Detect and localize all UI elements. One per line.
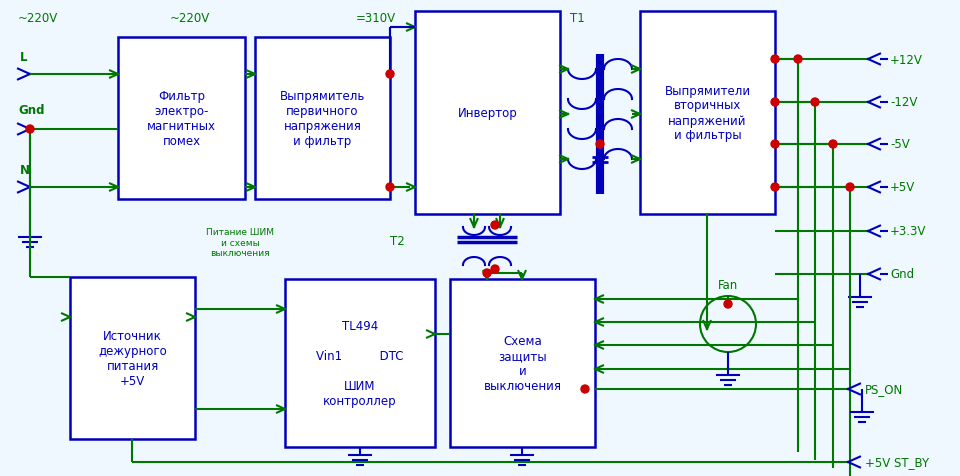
Text: +5V: +5V — [890, 181, 915, 194]
Circle shape — [581, 385, 589, 393]
Circle shape — [771, 141, 779, 149]
Text: N: N — [20, 164, 30, 177]
Circle shape — [811, 99, 819, 107]
Bar — [450, 279, 595, 447]
Text: -12V: -12V — [890, 96, 918, 109]
Text: T2: T2 — [390, 235, 405, 248]
Text: Питание ШИМ
и схемы
выключения: Питание ШИМ и схемы выключения — [206, 228, 274, 258]
Text: ~220V: ~220V — [170, 12, 210, 25]
Text: +12V: +12V — [890, 53, 923, 66]
Circle shape — [386, 184, 394, 192]
Text: T1: T1 — [570, 12, 585, 25]
Text: Выпрямитель
первичного
напряжения
и фильтр: Выпрямитель первичного напряжения и филь… — [279, 90, 365, 148]
Text: Gnd: Gnd — [18, 104, 44, 117]
Text: PS_ON: PS_ON — [865, 383, 903, 396]
Text: Источник
дежурного
питания
+5V: Источник дежурного питания +5V — [98, 329, 167, 387]
Circle shape — [491, 221, 499, 229]
Text: Gnd: Gnd — [890, 268, 914, 281]
Circle shape — [483, 269, 491, 278]
Text: =310V: =310V — [356, 12, 396, 25]
Text: L: L — [20, 51, 28, 64]
Circle shape — [794, 56, 802, 64]
Circle shape — [596, 141, 604, 149]
Bar — [285, 279, 435, 447]
Text: +5V ST_BY: +5V ST_BY — [865, 456, 929, 468]
Circle shape — [491, 266, 499, 273]
Text: +3.3V: +3.3V — [890, 225, 926, 238]
Bar — [640, 12, 775, 215]
Circle shape — [829, 141, 837, 149]
Text: Схема
защиты
и
выключения: Схема защиты и выключения — [484, 334, 562, 392]
Circle shape — [771, 184, 779, 192]
Text: Fan: Fan — [718, 278, 738, 291]
Bar — [70, 278, 195, 439]
Circle shape — [771, 56, 779, 64]
Text: Выпрямители
вторичных
напряжений
и фильтры: Выпрямители вторичных напряжений и фильт… — [664, 84, 751, 142]
Bar — [118, 38, 245, 199]
Text: TL494

Vin1          DTC

ШИМ
контроллер: TL494 Vin1 DTC ШИМ контроллер — [316, 319, 404, 407]
Circle shape — [724, 300, 732, 308]
Circle shape — [846, 184, 854, 192]
Text: Инвертор: Инвертор — [458, 107, 517, 120]
Bar — [255, 38, 390, 199]
Bar — [415, 12, 560, 215]
Circle shape — [26, 126, 34, 134]
Text: Фильтр
электро-
магнитных
помех: Фильтр электро- магнитных помех — [147, 90, 216, 148]
Text: -5V: -5V — [890, 138, 910, 151]
Circle shape — [386, 71, 394, 79]
Text: ~220V: ~220V — [18, 12, 59, 25]
Circle shape — [771, 99, 779, 107]
